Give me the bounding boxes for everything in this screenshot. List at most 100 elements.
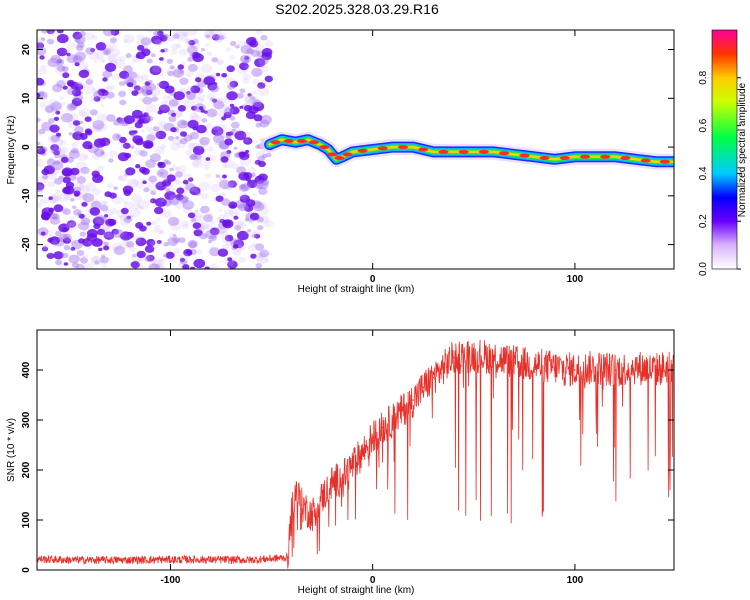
noise-dot [253, 114, 263, 122]
noise-dot [220, 156, 229, 163]
noise-dot [170, 222, 182, 232]
noise-dot [118, 90, 127, 98]
noise-dot [140, 128, 146, 133]
noise-dot [155, 130, 167, 140]
noise-dot [41, 246, 49, 252]
noise-dot [225, 131, 232, 137]
noise-dot [55, 259, 62, 266]
noise-dot [182, 206, 192, 214]
noise-dot [156, 181, 163, 187]
noise-dot [185, 40, 193, 46]
noise-dot [92, 188, 101, 196]
noise-dot [72, 205, 77, 210]
noise-dot [213, 134, 225, 144]
noise-dot [119, 214, 129, 222]
noise-dot [151, 220, 158, 226]
noise-dot [183, 134, 193, 142]
noise-dot [243, 137, 253, 145]
noise-dot [225, 134, 232, 140]
noise-dot [162, 177, 169, 182]
noise-dot [200, 205, 210, 214]
noise-dot [259, 249, 269, 258]
noise-dot [176, 123, 184, 129]
noise-dot [135, 164, 141, 169]
colorbar-tick-label: 0.0 [698, 262, 709, 276]
noise-dot [245, 215, 250, 220]
noise-dot [255, 150, 268, 161]
noise-dot [91, 88, 97, 92]
noise-dot [137, 44, 145, 51]
noise-dot [175, 30, 187, 39]
noise-dot [118, 174, 128, 182]
noise-dot [175, 179, 182, 185]
noise-dot [209, 263, 220, 269]
noise-dot [230, 204, 236, 209]
noise-dot [169, 194, 176, 200]
noise-dot [191, 159, 203, 169]
noise-dot [252, 99, 262, 108]
noise-dot [68, 113, 79, 122]
track-peak [438, 149, 449, 154]
noise-dot [58, 223, 70, 233]
track-peak [309, 140, 319, 145]
noise-dot [100, 204, 109, 212]
noise-dot [209, 220, 216, 225]
noise-dot [52, 83, 63, 93]
noise-dot [87, 145, 93, 149]
noise-dot [180, 131, 187, 137]
noise-dot [238, 192, 248, 200]
noise-dot [231, 163, 239, 170]
noise-dot [258, 160, 266, 168]
track-band-4 [268, 138, 674, 163]
noise-dot [150, 190, 156, 196]
noise-dot [247, 229, 252, 233]
noise-dot [57, 178, 62, 183]
noise-dot [226, 150, 232, 154]
noise-dot [85, 78, 94, 85]
noise-dot [172, 164, 177, 168]
noise-dot [71, 262, 79, 268]
noise-dot [61, 63, 69, 70]
noise-dot [198, 226, 205, 232]
track-peak [418, 147, 429, 152]
noise-dot [211, 112, 217, 116]
noise-dot [171, 257, 178, 263]
noise-dot [208, 239, 213, 244]
y-tick-label: 20 [21, 44, 32, 56]
snr-xlabel: Height of straight line (km) [298, 585, 415, 596]
noise-dot [77, 136, 82, 140]
noise-dot [187, 45, 198, 55]
noise-dot [119, 233, 131, 242]
noise-dot [58, 175, 64, 180]
noise-dot [79, 120, 84, 125]
noise-dot [71, 141, 79, 148]
noise-dot [167, 70, 175, 77]
noise-dot [89, 52, 100, 61]
noise-dot [186, 92, 195, 100]
noise-dot [199, 232, 208, 240]
noise-dot [111, 228, 119, 235]
noise-dot [172, 33, 180, 39]
noise-dot [134, 138, 144, 146]
noise-dot [111, 73, 120, 80]
noise-dot [255, 70, 262, 76]
noise-dot [128, 245, 136, 252]
noise-dot [218, 208, 223, 212]
noise-dot [55, 58, 65, 66]
noise-dot [122, 142, 131, 149]
noise-dot [191, 105, 198, 111]
noise-dot [200, 63, 213, 74]
noise-dot [150, 180, 156, 185]
noise-dot [119, 136, 127, 144]
noise-dot [63, 244, 71, 251]
noise-dot [113, 119, 121, 126]
noise-dot [123, 200, 128, 204]
noise-dot [50, 213, 58, 220]
noise-dot [90, 256, 103, 266]
noise-dot [255, 40, 261, 45]
noise-dot [258, 187, 268, 195]
spectrogram-y-ticks: -20 -10 0 10 20 [21, 44, 674, 252]
noise-dot [93, 96, 101, 102]
